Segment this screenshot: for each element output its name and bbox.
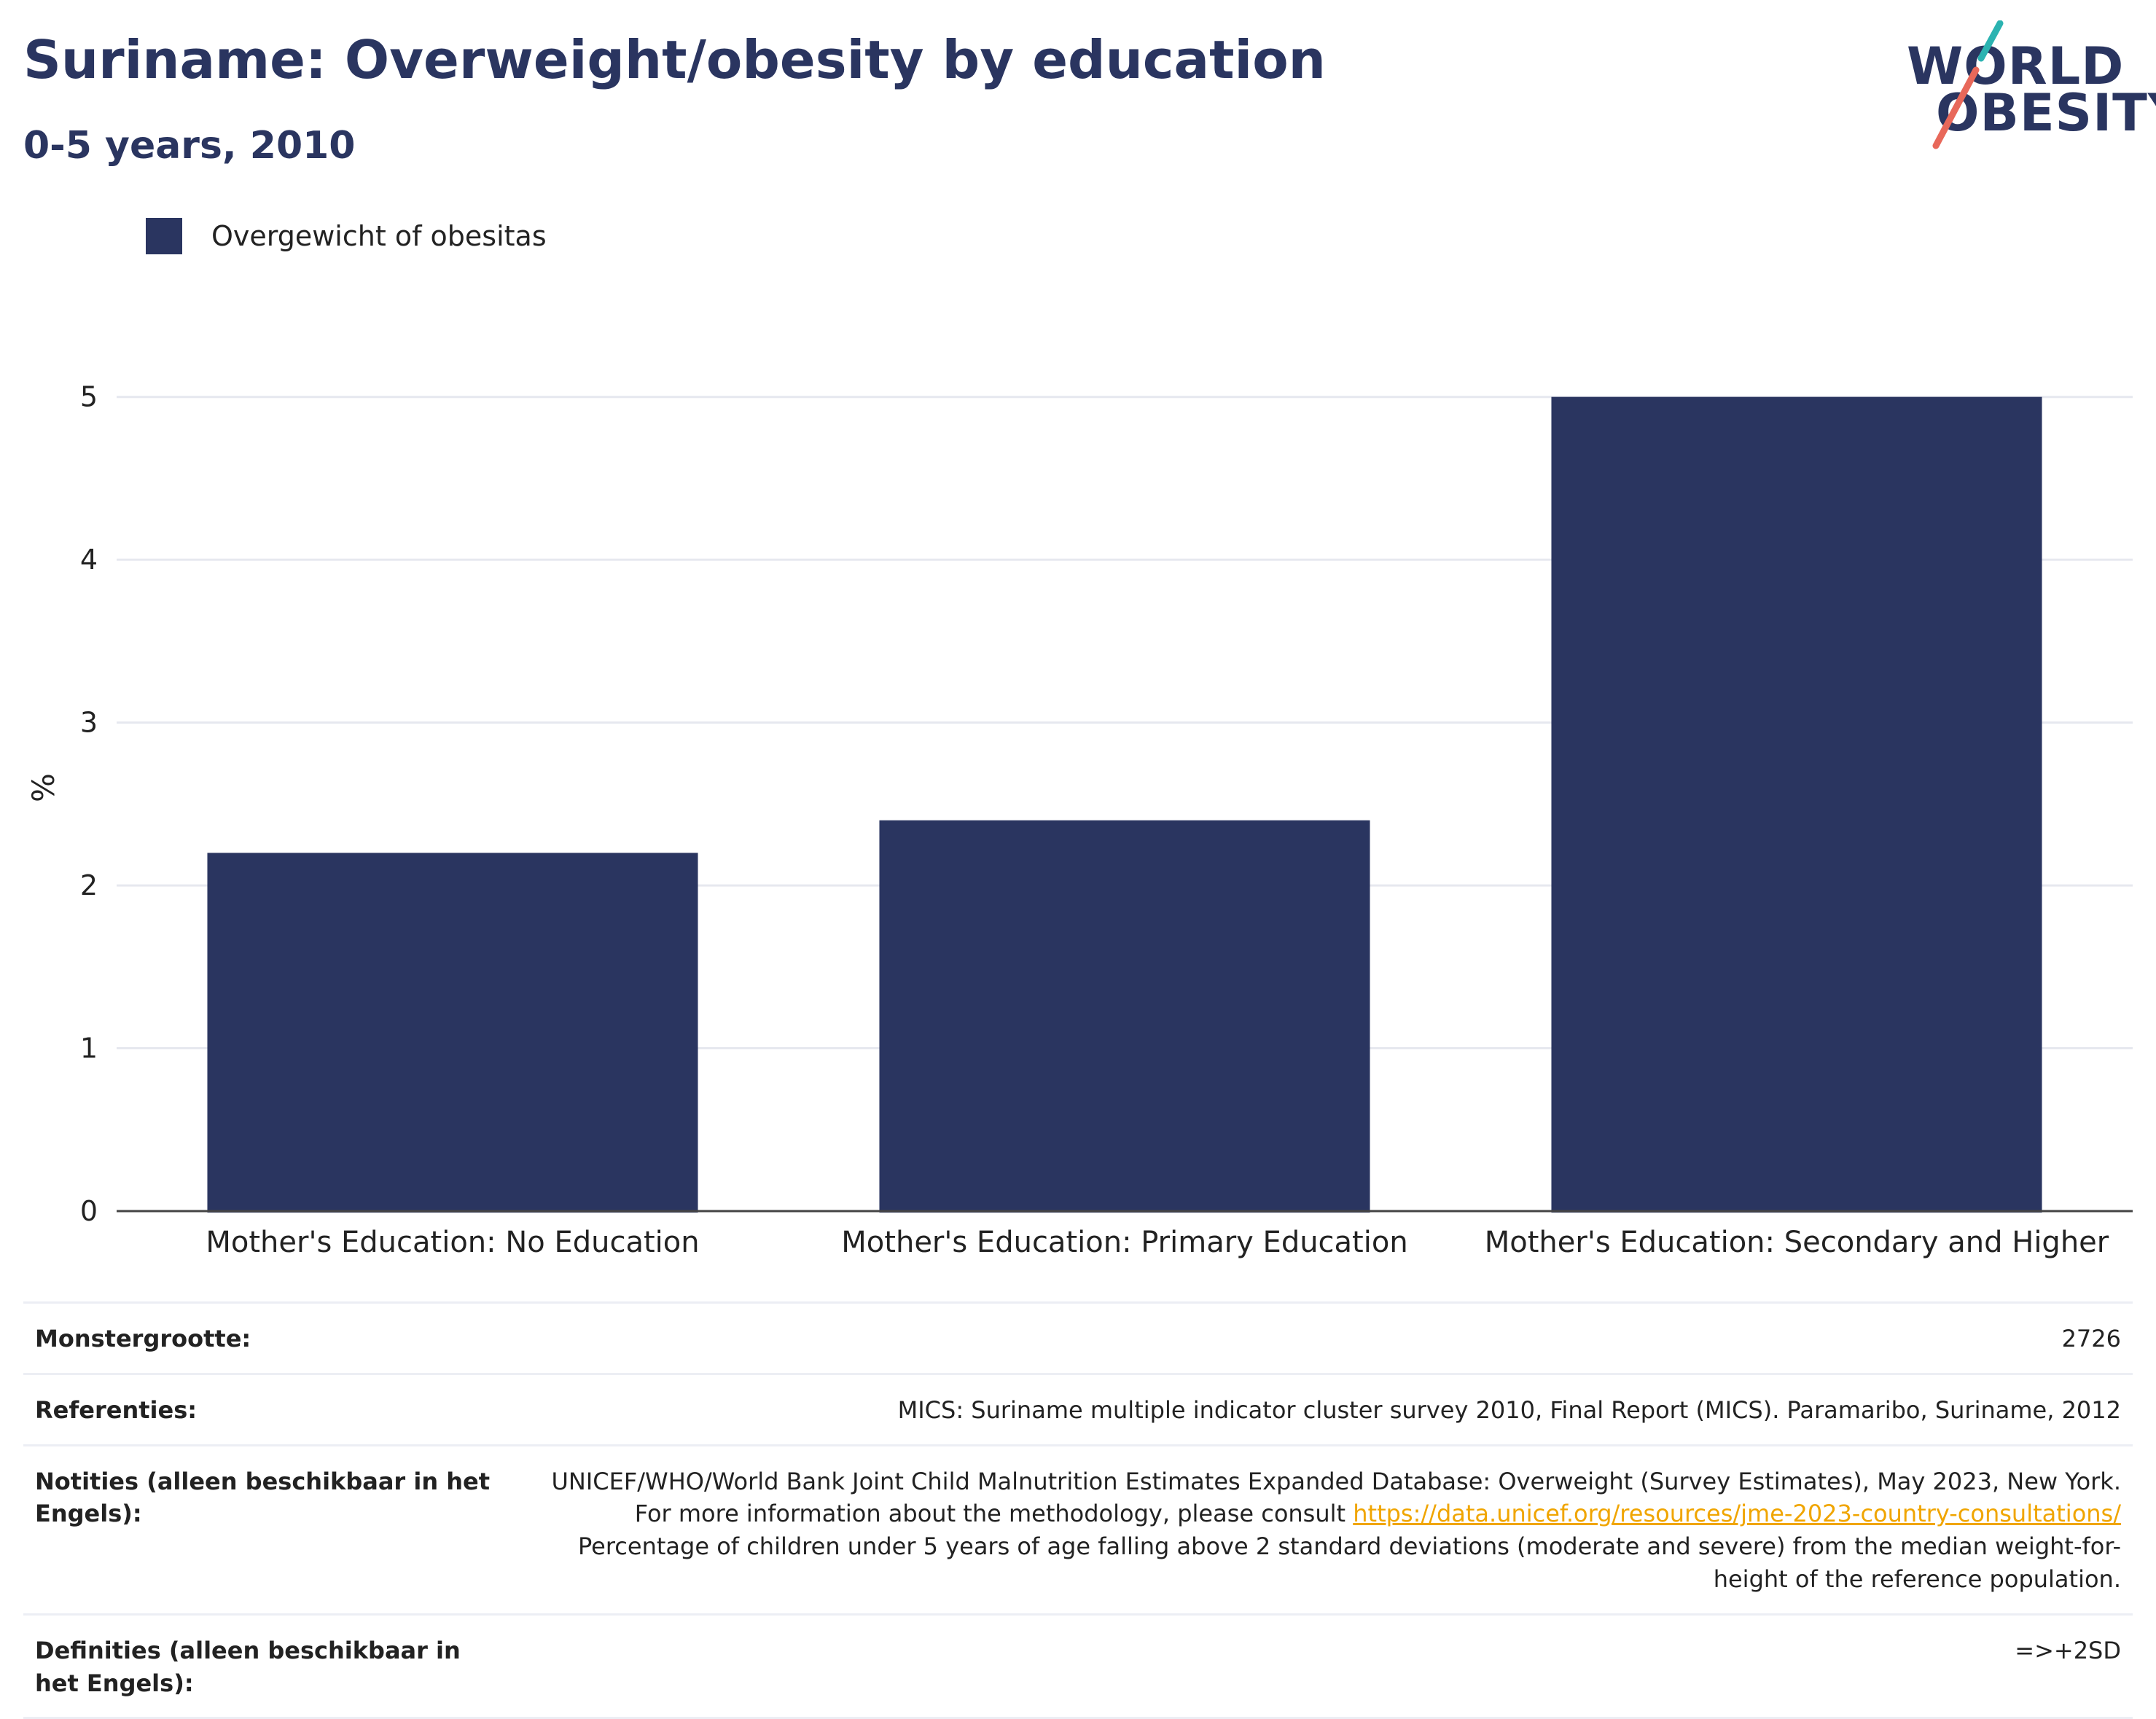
definitions-label: Definities (alleen beschikbaar in het En… [23,1613,513,1719]
info-table: Monstergrootte: 2726 Referenties: MICS: … [23,1301,2133,1719]
notes-definition-text: Percentage of children under 5 years of … [578,1532,2121,1593]
y-tick-label: 2 [80,869,98,901]
sample-size-label: Monstergrootte: [23,1301,513,1374]
chart-legend[interactable]: Overgewicht of obesitas [146,216,547,257]
x-category-label: Mother's Education: No Education [206,1226,699,1259]
y-tick-label: 5 [80,381,98,413]
y-axis-title: % [26,773,61,802]
sample-size-value: 2726 [513,1301,2133,1374]
logo-word-obesity: OBESITY [1936,83,2156,143]
y-tick-label: 3 [80,707,98,739]
x-category-label: Mother's Education: Primary Education [841,1226,1407,1259]
logo-word-world: WORLD [1907,36,2125,96]
y-tick-label: 4 [80,544,98,576]
info-row-definitions: Definities (alleen beschikbaar in het En… [23,1613,2133,1719]
y-tick-label: 1 [80,1033,98,1065]
notes-label: Notities (alleen beschikbaar in het Enge… [23,1444,513,1615]
world-obesity-logo[interactable]: WORLD OBESITY [1902,20,2156,152]
axes: 0 1 2 3 4 5 Mother's Education: No Education Mo… [26,381,2133,1259]
methodology-link[interactable]: https://data.unicef.org/resources/jme-20… [1353,1500,2121,1528]
x-category-label: Mother's Education: Secondary and Higher [1485,1226,2109,1259]
bars [207,396,2042,1213]
legend-label: Overgewicht of obesitas [211,220,547,252]
bar [879,820,1370,1213]
notes-value: UNICEF/WHO/World Bank Joint Child Malnut… [513,1444,2133,1615]
info-row-sample-size: Monstergrootte: 2726 [23,1301,2133,1374]
definitions-value: =>+2SD [513,1613,2133,1719]
bar [1551,396,2042,1213]
notes-text: UNICEF/WHO/World Bank Joint Child Malnut… [551,1467,2122,1528]
bar-chart: 0 1 2 3 4 5 Mother's Education: No Education Mo… [26,381,2133,1259]
chart-title: Suriname: Overweight/obesity by educatio… [23,29,1326,90]
references-value: MICS: Suriname multiple indicator cluste… [513,1372,2133,1446]
info-row-notes: Notities (alleen beschikbaar in het Enge… [23,1444,2133,1615]
bar [207,853,698,1213]
legend-swatch [146,218,182,254]
info-row-references: Referenties: MICS: Suriname multiple ind… [23,1372,2133,1446]
chart-subtitle: 0-5 years, 2010 [23,124,356,168]
logo-slash-icon [1932,20,2004,149]
y-tick-label: 0 [80,1195,98,1227]
references-label: Referenties: [23,1372,513,1446]
